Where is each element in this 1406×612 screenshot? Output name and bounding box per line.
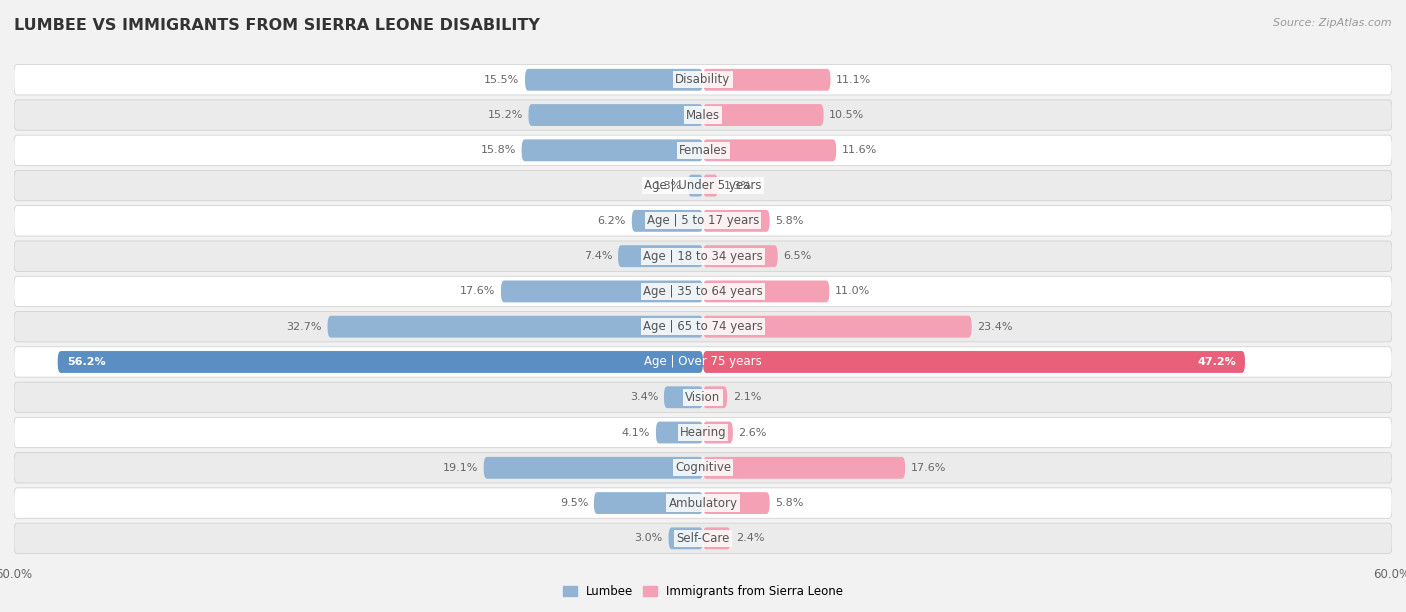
- FancyBboxPatch shape: [703, 140, 837, 161]
- Text: Ambulatory: Ambulatory: [668, 496, 738, 510]
- FancyBboxPatch shape: [703, 104, 824, 126]
- FancyBboxPatch shape: [664, 386, 703, 408]
- FancyBboxPatch shape: [688, 174, 703, 196]
- FancyBboxPatch shape: [669, 528, 703, 550]
- Text: 1.3%: 1.3%: [724, 181, 752, 190]
- FancyBboxPatch shape: [14, 312, 1392, 342]
- Text: 2.1%: 2.1%: [733, 392, 761, 402]
- Text: Disability: Disability: [675, 73, 731, 86]
- FancyBboxPatch shape: [14, 65, 1392, 95]
- Text: 9.5%: 9.5%: [560, 498, 588, 508]
- FancyBboxPatch shape: [703, 280, 830, 302]
- Text: LUMBEE VS IMMIGRANTS FROM SIERRA LEONE DISABILITY: LUMBEE VS IMMIGRANTS FROM SIERRA LEONE D…: [14, 18, 540, 34]
- FancyBboxPatch shape: [14, 276, 1392, 307]
- Text: 3.0%: 3.0%: [634, 533, 662, 543]
- Text: 17.6%: 17.6%: [460, 286, 495, 296]
- Text: 15.2%: 15.2%: [488, 110, 523, 120]
- FancyBboxPatch shape: [703, 422, 733, 444]
- Text: 56.2%: 56.2%: [67, 357, 105, 367]
- Text: Age | 65 to 74 years: Age | 65 to 74 years: [643, 320, 763, 333]
- Text: 7.4%: 7.4%: [583, 251, 612, 261]
- FancyBboxPatch shape: [501, 280, 703, 302]
- Text: 4.1%: 4.1%: [621, 428, 650, 438]
- Text: 2.4%: 2.4%: [737, 533, 765, 543]
- FancyBboxPatch shape: [14, 453, 1392, 483]
- FancyBboxPatch shape: [14, 382, 1392, 412]
- FancyBboxPatch shape: [703, 457, 905, 479]
- FancyBboxPatch shape: [522, 140, 703, 161]
- Text: 15.8%: 15.8%: [481, 145, 516, 155]
- Text: Age | 5 to 17 years: Age | 5 to 17 years: [647, 214, 759, 228]
- Text: Vision: Vision: [685, 390, 721, 404]
- Text: 19.1%: 19.1%: [443, 463, 478, 473]
- Text: Age | 35 to 64 years: Age | 35 to 64 years: [643, 285, 763, 298]
- FancyBboxPatch shape: [14, 523, 1392, 553]
- Text: Source: ZipAtlas.com: Source: ZipAtlas.com: [1274, 18, 1392, 28]
- Text: 1.3%: 1.3%: [654, 181, 682, 190]
- Text: 5.8%: 5.8%: [775, 216, 804, 226]
- Text: Males: Males: [686, 108, 720, 122]
- FancyBboxPatch shape: [14, 100, 1392, 130]
- Text: 15.5%: 15.5%: [484, 75, 519, 85]
- Text: Self-Care: Self-Care: [676, 532, 730, 545]
- FancyBboxPatch shape: [14, 488, 1392, 518]
- FancyBboxPatch shape: [703, 351, 1244, 373]
- FancyBboxPatch shape: [703, 174, 718, 196]
- Text: 11.6%: 11.6%: [842, 145, 877, 155]
- Text: Hearing: Hearing: [679, 426, 727, 439]
- Text: 6.2%: 6.2%: [598, 216, 626, 226]
- FancyBboxPatch shape: [14, 241, 1392, 271]
- FancyBboxPatch shape: [529, 104, 703, 126]
- FancyBboxPatch shape: [703, 69, 831, 91]
- FancyBboxPatch shape: [58, 351, 703, 373]
- FancyBboxPatch shape: [703, 316, 972, 338]
- FancyBboxPatch shape: [657, 422, 703, 444]
- FancyBboxPatch shape: [619, 245, 703, 267]
- Text: 23.4%: 23.4%: [977, 322, 1012, 332]
- FancyBboxPatch shape: [484, 457, 703, 479]
- FancyBboxPatch shape: [14, 170, 1392, 201]
- Text: 32.7%: 32.7%: [287, 322, 322, 332]
- FancyBboxPatch shape: [328, 316, 703, 338]
- Text: 47.2%: 47.2%: [1197, 357, 1236, 367]
- Text: Age | Over 75 years: Age | Over 75 years: [644, 356, 762, 368]
- Text: 3.4%: 3.4%: [630, 392, 658, 402]
- Text: 6.5%: 6.5%: [783, 251, 811, 261]
- Text: 10.5%: 10.5%: [830, 110, 865, 120]
- Text: 5.8%: 5.8%: [775, 498, 804, 508]
- FancyBboxPatch shape: [703, 386, 727, 408]
- FancyBboxPatch shape: [14, 417, 1392, 448]
- FancyBboxPatch shape: [14, 206, 1392, 236]
- FancyBboxPatch shape: [703, 245, 778, 267]
- Text: Females: Females: [679, 144, 727, 157]
- Text: Age | 18 to 34 years: Age | 18 to 34 years: [643, 250, 763, 263]
- Text: Age | Under 5 years: Age | Under 5 years: [644, 179, 762, 192]
- FancyBboxPatch shape: [703, 492, 769, 514]
- Legend: Lumbee, Immigrants from Sierra Leone: Lumbee, Immigrants from Sierra Leone: [558, 580, 848, 603]
- FancyBboxPatch shape: [703, 528, 731, 550]
- FancyBboxPatch shape: [631, 210, 703, 232]
- Text: 2.6%: 2.6%: [738, 428, 766, 438]
- FancyBboxPatch shape: [14, 135, 1392, 165]
- Text: 11.1%: 11.1%: [837, 75, 872, 85]
- FancyBboxPatch shape: [703, 210, 769, 232]
- FancyBboxPatch shape: [524, 69, 703, 91]
- Text: Cognitive: Cognitive: [675, 461, 731, 474]
- FancyBboxPatch shape: [593, 492, 703, 514]
- FancyBboxPatch shape: [14, 347, 1392, 377]
- Text: 11.0%: 11.0%: [835, 286, 870, 296]
- Text: 17.6%: 17.6%: [911, 463, 946, 473]
